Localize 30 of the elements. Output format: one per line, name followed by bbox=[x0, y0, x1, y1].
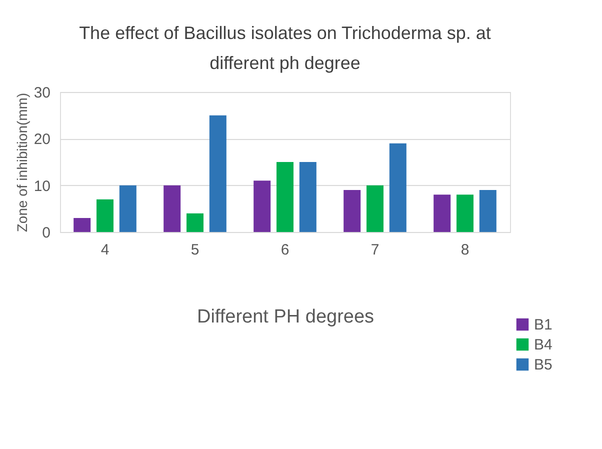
legend-label: B4 bbox=[534, 336, 552, 354]
bar bbox=[254, 180, 271, 232]
bar bbox=[434, 194, 451, 232]
y-tick-label: 10 bbox=[34, 178, 50, 195]
y-tick-label: 20 bbox=[34, 131, 50, 148]
x-tick-label: 6 bbox=[280, 242, 290, 258]
bar bbox=[164, 185, 181, 232]
bar bbox=[366, 185, 384, 232]
x-tick-label: 5 bbox=[190, 242, 200, 258]
x-axis-title: Different PH degrees bbox=[196, 306, 374, 328]
x-tick-label: 7 bbox=[370, 242, 380, 258]
y-tick-label: 30 bbox=[34, 84, 50, 102]
y-tick-label: 0 bbox=[42, 224, 50, 242]
legend-label: B1 bbox=[534, 316, 552, 334]
bar bbox=[456, 194, 474, 232]
bar bbox=[96, 199, 114, 232]
x-tick-label: 8 bbox=[460, 242, 470, 258]
legend-label: B5 bbox=[534, 356, 552, 374]
bar bbox=[344, 190, 361, 232]
bar bbox=[74, 218, 91, 232]
bar bbox=[479, 190, 496, 232]
y-axis-title: Zone of inhibition(mm) bbox=[14, 92, 30, 232]
bar bbox=[186, 213, 204, 232]
bar bbox=[389, 143, 406, 232]
chart-title: The effect of Bacillus isolates on Trichoderma sp. at different ph degree bbox=[79, 23, 491, 73]
bar bbox=[209, 115, 226, 232]
bar bbox=[119, 185, 136, 232]
bar bbox=[299, 162, 316, 232]
bar bbox=[276, 162, 294, 232]
x-tick-label: 4 bbox=[100, 242, 110, 258]
